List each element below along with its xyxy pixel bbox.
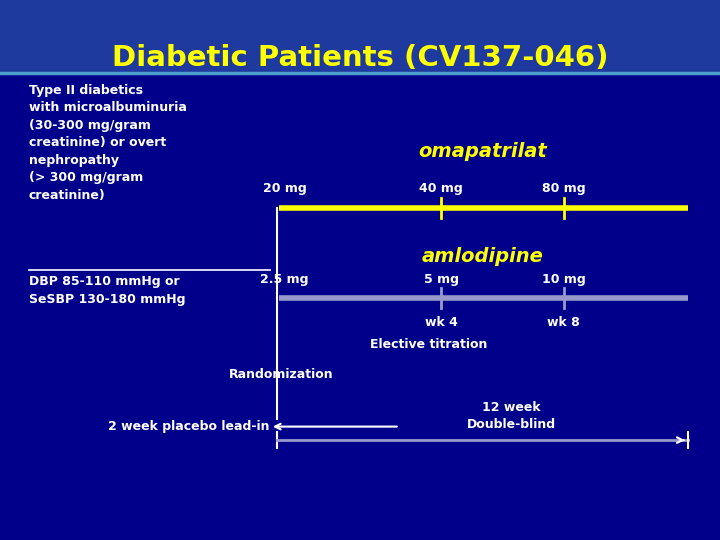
Text: amlodipine: amlodipine <box>421 247 544 266</box>
Text: 2.5 mg: 2.5 mg <box>260 273 309 286</box>
Text: 80 mg: 80 mg <box>542 183 585 195</box>
Text: Elective titration: Elective titration <box>369 338 487 350</box>
Text: 12 week
Double-blind: 12 week Double-blind <box>467 401 556 431</box>
Text: 40 mg: 40 mg <box>420 183 463 195</box>
Text: Randomization: Randomization <box>228 368 333 381</box>
Text: omapatrilat: omapatrilat <box>418 141 546 161</box>
Text: wk 8: wk 8 <box>547 316 580 329</box>
Bar <box>0 0 720 73</box>
Text: DBP 85-110 mmHg or
SeSBP 130-180 mmHg: DBP 85-110 mmHg or SeSBP 130-180 mmHg <box>29 275 185 306</box>
Text: wk 4: wk 4 <box>425 316 458 329</box>
Text: 5 mg: 5 mg <box>424 273 459 286</box>
Text: 2 week placebo lead-in: 2 week placebo lead-in <box>109 420 270 433</box>
Text: Type II diabetics
with microalbuminuria
(30-300 mg/gram
creatinine) or overt
nep: Type II diabetics with microalbuminuria … <box>29 84 186 202</box>
Text: 20 mg: 20 mg <box>263 183 306 195</box>
Text: Diabetic Patients (CV137-046): Diabetic Patients (CV137-046) <box>112 44 608 72</box>
Text: 10 mg: 10 mg <box>542 273 585 286</box>
